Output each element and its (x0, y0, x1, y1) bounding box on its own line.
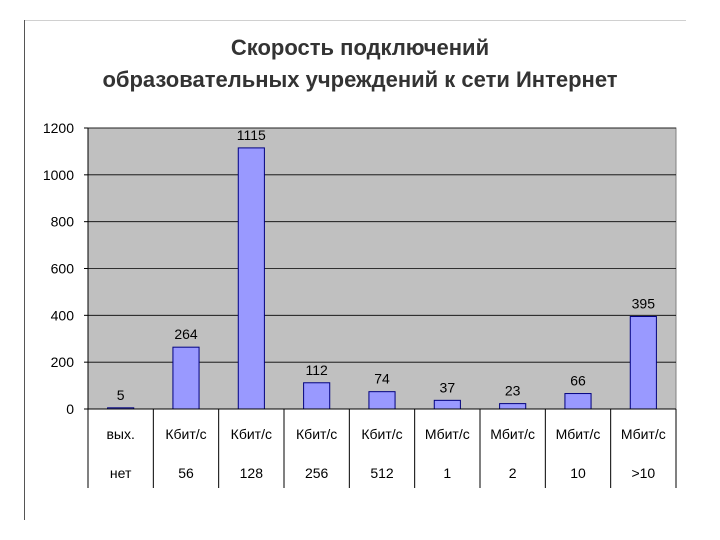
category-unit-label: Мбит/с (556, 426, 601, 442)
data-label: 23 (505, 383, 521, 399)
data-label: 112 (306, 362, 329, 378)
category-unit-label: Кбит/с (231, 426, 272, 442)
slide-title-line-2: образовательных учреждений к сети Интерн… (102, 67, 618, 92)
bar (499, 403, 527, 410)
category-value-label: 10 (570, 465, 586, 481)
category-unit-label: Мбит/с (425, 426, 470, 442)
data-label: 395 (632, 296, 656, 312)
category-unit-label: вых. (106, 426, 134, 442)
category-value-label: 128 (240, 465, 264, 481)
bar (368, 391, 396, 410)
bar (564, 393, 592, 410)
bar (237, 147, 265, 410)
y-tick-label: 1000 (43, 167, 74, 183)
data-label: 264 (174, 326, 198, 342)
data-labels: 5 264 1115 112 74 37 23 66 395 (117, 127, 655, 403)
bar (303, 382, 331, 410)
slide-title: Скорость подключений образовательных учр… (20, 32, 700, 96)
slide-frame-left (24, 20, 25, 520)
y-tick-label: 400 (51, 307, 75, 323)
data-label: 5 (117, 387, 125, 403)
slide-frame-top (24, 20, 686, 21)
category-table: вых. нет Кбит/с 56 Кбит/с 128 Кбит/с 256 Кбит/с 5… (87, 408, 677, 488)
bar (629, 316, 657, 410)
category-value-label: 512 (370, 465, 394, 481)
category-value-label: >10 (631, 465, 655, 481)
category-unit-label: Кбит/с (296, 426, 337, 442)
data-label: 66 (570, 373, 586, 389)
category-value-label: нет (110, 465, 132, 481)
data-label: 1115 (237, 127, 266, 143)
category-value-label: 56 (178, 465, 194, 481)
y-axis: 0 200 400 600 800 1000 1200 (43, 120, 89, 417)
category-unit-label: Кбит/с (361, 426, 402, 442)
category-value-label: 1 (443, 465, 451, 481)
bar (433, 399, 461, 410)
slide-title-line-1: Скорость подключений (230, 35, 490, 60)
category-unit-label: Кбит/с (165, 426, 206, 442)
data-label: 37 (440, 379, 456, 395)
category-unit-label: Мбит/с (621, 426, 666, 442)
category-unit-label: Мбит/с (490, 426, 535, 442)
y-tick-label: 200 (51, 354, 75, 370)
y-tick-label: 0 (66, 401, 74, 417)
y-tick-label: 800 (51, 214, 75, 230)
data-label: 74 (374, 371, 390, 387)
bar (172, 346, 200, 410)
category-value-label: 256 (305, 465, 329, 481)
y-tick-label: 600 (51, 261, 75, 277)
y-tick-label: 1200 (43, 120, 74, 136)
category-value-label: 2 (509, 465, 517, 481)
